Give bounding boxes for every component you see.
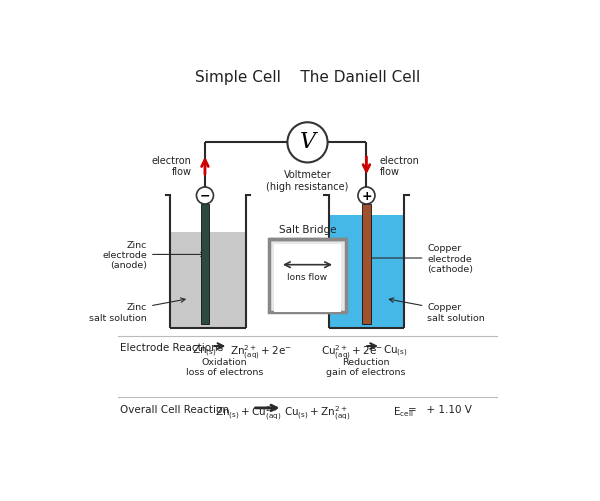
Bar	[269, 239, 346, 313]
Bar	[329, 215, 404, 328]
Circle shape	[196, 187, 214, 204]
Text: $\rm Cu_{(s)} + Zn^{2+}_{(aq)}$: $\rm Cu_{(s)} + Zn^{2+}_{(aq)}$	[284, 404, 350, 422]
Text: Electrode Reactions: Electrode Reactions	[120, 343, 223, 353]
Text: =   + 1.10 V: = + 1.10 V	[408, 404, 472, 414]
Text: Reduction
gain of electrons: Reduction gain of electrons	[326, 357, 405, 377]
Bar	[170, 232, 245, 328]
Text: V: V	[299, 131, 316, 152]
Text: Oxidation
loss of electrons: Oxidation loss of electrons	[186, 357, 263, 377]
Text: Simple Cell    The Daniell Cell: Simple Cell The Daniell Cell	[195, 70, 420, 85]
Text: $\rm Zn^{2+}_{(aq)} + 2e^{-}$: $\rm Zn^{2+}_{(aq)} + 2e^{-}$	[230, 343, 292, 361]
Text: Ions flow: Ions flow	[287, 272, 328, 281]
Text: Copper
electrode
(cathode): Copper electrode (cathode)	[366, 243, 473, 274]
Text: $\rm E_{cell}$: $\rm E_{cell}$	[392, 404, 413, 418]
Text: Zinc
electrode
(anode): Zinc electrode (anode)	[103, 240, 205, 270]
Text: $\rm Cu_{(s)}$: $\rm Cu_{(s)}$	[383, 343, 407, 358]
Text: Copper
salt solution: Copper salt solution	[389, 298, 485, 322]
Bar	[362, 204, 371, 324]
Text: $\rm Cu^{2+}_{(aq)} + 2e^{-}$: $\rm Cu^{2+}_{(aq)} + 2e^{-}$	[321, 343, 383, 361]
Bar	[274, 245, 341, 313]
Bar	[269, 239, 346, 313]
Text: −: −	[200, 189, 210, 202]
Text: Voltmeter
(high resistance): Voltmeter (high resistance)	[266, 170, 349, 191]
Text: $\rm Zn_{(s)}$: $\rm Zn_{(s)}$	[191, 343, 216, 358]
Text: electron
flow: electron flow	[380, 155, 420, 177]
Bar	[200, 204, 209, 324]
Text: electron
flow: electron flow	[152, 155, 191, 177]
Circle shape	[287, 123, 328, 163]
Text: +: +	[361, 189, 372, 202]
Text: Zinc
salt solution: Zinc salt solution	[89, 298, 185, 322]
Circle shape	[358, 187, 375, 204]
Text: $\rm Zn_{(s)} + Cu^{2+}_{(aq)}$: $\rm Zn_{(s)} + Cu^{2+}_{(aq)}$	[215, 404, 281, 422]
Text: Salt Bridge: Salt Bridge	[279, 225, 336, 235]
Text: Overall Cell Reaction: Overall Cell Reaction	[120, 404, 229, 414]
